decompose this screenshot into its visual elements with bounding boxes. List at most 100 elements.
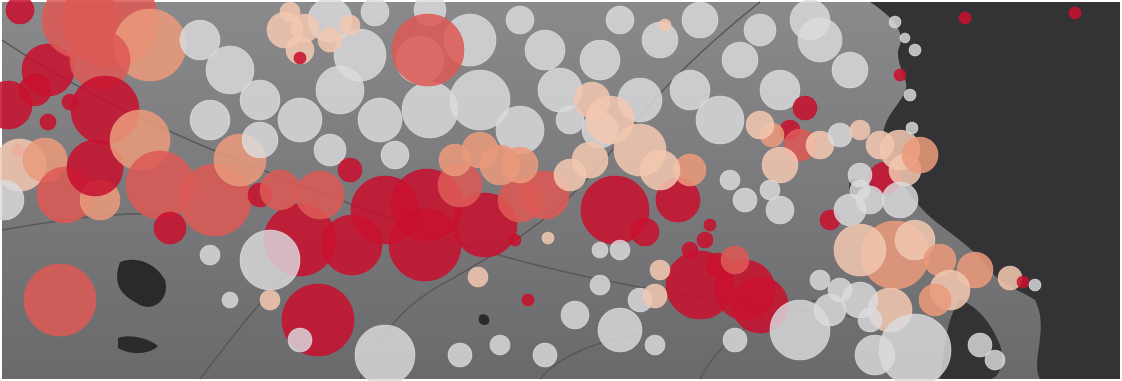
data-bubble[interactable] [339, 14, 361, 36]
data-bubble[interactable] [809, 269, 831, 291]
data-bubble[interactable] [681, 1, 719, 39]
data-bubble[interactable] [743, 13, 777, 47]
data-bubble[interactable] [521, 293, 535, 307]
data-bubble[interactable] [290, 13, 320, 43]
data-bubble[interactable] [849, 119, 871, 141]
data-bubble[interactable] [199, 244, 221, 266]
data-bubble[interactable] [597, 307, 643, 353]
data-bubble[interactable] [357, 97, 403, 143]
data-bubble[interactable] [293, 51, 307, 65]
data-bubble[interactable] [854, 334, 896, 376]
data-bubble[interactable] [0, 80, 33, 130]
data-bubble[interactable] [765, 195, 795, 225]
data-bubble[interactable] [721, 41, 759, 79]
data-bubble[interactable] [447, 342, 473, 368]
data-bubble[interactable] [508, 233, 522, 247]
data-bubble[interactable] [745, 110, 775, 140]
data-bubble[interactable] [609, 239, 631, 261]
data-bubble[interactable] [179, 19, 221, 61]
data-bubble[interactable] [380, 140, 410, 170]
data-bubble[interactable] [1028, 278, 1042, 292]
data-bubble[interactable] [205, 45, 255, 95]
data-bubble[interactable] [759, 69, 801, 111]
data-bubble[interactable] [857, 307, 883, 333]
data-bubble[interactable] [555, 105, 585, 135]
data-bubble[interactable] [279, 1, 301, 23]
data-bubble[interactable] [761, 146, 799, 184]
data-bubble[interactable] [865, 130, 895, 160]
data-bubble[interactable] [354, 324, 416, 381]
data-bubble[interactable] [259, 289, 281, 311]
data-bubble[interactable] [642, 283, 668, 309]
data-bubble[interactable] [541, 231, 555, 245]
data-bubble[interactable] [908, 43, 922, 57]
data-bubble[interactable] [732, 187, 758, 213]
data-bubble[interactable] [1068, 6, 1082, 20]
data-bubble[interactable] [287, 327, 313, 353]
data-bubble[interactable] [1016, 275, 1030, 289]
data-bubble[interactable] [66, 139, 124, 197]
data-bubble[interactable] [649, 259, 671, 281]
data-bubble[interactable] [579, 39, 621, 81]
data-bubble[interactable] [827, 122, 853, 148]
data-bubble[interactable] [239, 79, 281, 121]
data-bubble[interactable] [958, 11, 972, 25]
data-bubble[interactable] [337, 157, 363, 183]
data-bubble[interactable] [23, 263, 97, 337]
data-bubble[interactable] [967, 332, 993, 358]
data-bubble[interactable] [849, 179, 871, 201]
data-bubble[interactable] [501, 146, 539, 184]
data-bubble[interactable] [833, 223, 887, 277]
data-bubble[interactable] [401, 81, 459, 139]
data-bubble[interactable] [388, 208, 462, 282]
data-bubble[interactable] [813, 293, 847, 327]
data-bubble[interactable] [241, 121, 279, 159]
data-bubble[interactable] [893, 68, 907, 82]
data-bubble[interactable] [720, 245, 750, 275]
data-bubble[interactable] [489, 334, 511, 356]
data-bubble[interactable] [901, 136, 939, 174]
data-bubble[interactable] [317, 27, 343, 53]
data-bubble[interactable] [189, 99, 231, 141]
data-bubble[interactable] [277, 97, 323, 143]
data-bubble[interactable] [0, 179, 25, 221]
data-bubble[interactable] [888, 15, 902, 29]
data-bubble[interactable] [644, 334, 666, 356]
data-bubble[interactable] [831, 51, 869, 89]
data-bubble[interactable] [505, 5, 535, 35]
data-bubble[interactable] [719, 169, 741, 191]
data-bubble[interactable] [449, 69, 511, 131]
data-bubble[interactable] [313, 133, 347, 167]
data-bubble[interactable] [259, 169, 301, 211]
data-bubble[interactable] [560, 300, 590, 330]
data-bubble[interactable] [467, 266, 489, 288]
data-bubble[interactable] [39, 113, 57, 131]
data-bubble[interactable] [681, 241, 699, 259]
data-bubble[interactable] [894, 219, 936, 261]
data-bubble[interactable] [918, 283, 952, 317]
data-bubble[interactable] [899, 32, 911, 44]
data-bubble[interactable] [630, 217, 660, 247]
data-bubble[interactable] [658, 18, 672, 32]
data-bubble[interactable] [605, 5, 635, 35]
data-bubble[interactable] [5, 0, 35, 25]
data-bubble[interactable] [792, 95, 818, 121]
data-bubble[interactable] [903, 88, 917, 102]
data-bubble[interactable] [591, 241, 609, 259]
data-bubble[interactable] [524, 29, 566, 71]
data-bubble[interactable] [905, 121, 919, 135]
data-bubble[interactable] [295, 170, 345, 220]
data-bubble[interactable] [881, 181, 919, 219]
data-bubble[interactable] [703, 218, 717, 232]
data-bubble[interactable] [532, 342, 558, 368]
data-bubble[interactable] [360, 0, 390, 27]
data-bubble[interactable] [221, 291, 239, 309]
data-bubble[interactable] [239, 229, 301, 291]
data-bubble[interactable] [153, 211, 187, 245]
data-bubble[interactable] [391, 13, 465, 87]
data-bubble[interactable] [696, 231, 714, 249]
data-bubble[interactable] [722, 327, 748, 353]
data-bubble[interactable] [571, 141, 609, 179]
data-bubble[interactable] [589, 274, 611, 296]
